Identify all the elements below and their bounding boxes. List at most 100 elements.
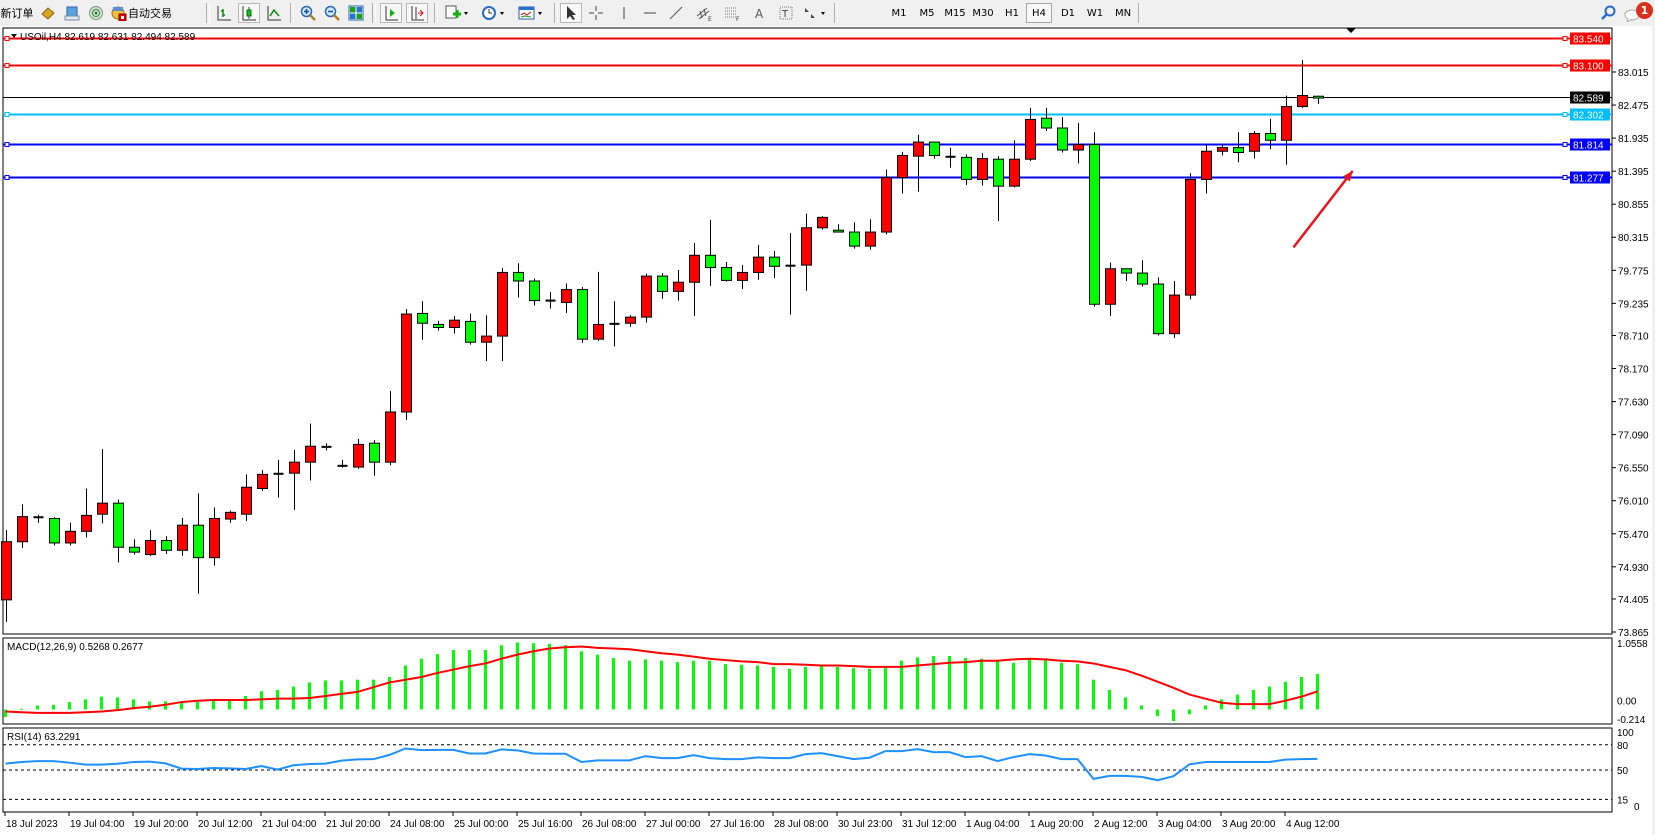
candle[interactable] xyxy=(97,449,108,524)
candle[interactable] xyxy=(785,233,796,315)
indicators-button[interactable] xyxy=(440,3,474,23)
candle[interactable] xyxy=(929,141,940,159)
candle[interactable] xyxy=(1137,260,1148,287)
trendline-button[interactable] xyxy=(666,3,686,23)
timeframe-m1-button[interactable]: M1 xyxy=(891,7,907,19)
candle[interactable] xyxy=(513,263,524,298)
candle[interactable] xyxy=(881,169,892,235)
bar-chart-button[interactable] xyxy=(214,3,234,23)
line-handle[interactable] xyxy=(1562,142,1568,147)
candle[interactable] xyxy=(1201,144,1212,194)
candle[interactable] xyxy=(1217,144,1228,156)
candle[interactable] xyxy=(113,499,124,563)
candle[interactable] xyxy=(897,151,908,194)
candle[interactable] xyxy=(449,315,460,334)
signals-button[interactable] xyxy=(86,3,106,23)
candle[interactable] xyxy=(641,273,652,323)
candle[interactable] xyxy=(1233,132,1244,163)
candle[interactable] xyxy=(705,219,716,286)
fibonacci-button[interactable]: F xyxy=(722,3,744,23)
candle[interactable] xyxy=(1,530,12,622)
chart-menu-triangle-icon[interactable] xyxy=(11,34,17,38)
horizontal-line-button[interactable] xyxy=(640,3,660,23)
candle[interactable] xyxy=(833,224,844,233)
auto-trading-button[interactable]: 自动交易 xyxy=(110,3,182,23)
candle[interactable] xyxy=(721,262,732,282)
candle[interactable] xyxy=(1297,60,1308,108)
candle[interactable] xyxy=(961,154,972,185)
periods-button[interactable] xyxy=(478,3,510,23)
candle[interactable] xyxy=(129,539,140,555)
cursor-button[interactable] xyxy=(560,3,582,23)
text-button[interactable]: A xyxy=(750,3,770,23)
zoom-in-button[interactable] xyxy=(298,3,318,23)
line-handle[interactable] xyxy=(4,175,10,180)
candle[interactable] xyxy=(817,216,828,230)
line-chart-button[interactable] xyxy=(264,3,284,23)
candle[interactable] xyxy=(17,504,28,548)
line-handle[interactable] xyxy=(4,63,10,68)
candle[interactable] xyxy=(225,510,236,523)
candle[interactable] xyxy=(561,283,572,313)
candle[interactable] xyxy=(273,459,284,498)
candle[interactable] xyxy=(529,278,540,306)
candle[interactable] xyxy=(305,423,316,481)
candle[interactable] xyxy=(145,530,156,556)
candle[interactable] xyxy=(289,449,300,510)
candle[interactable] xyxy=(193,493,204,594)
candle[interactable] xyxy=(657,273,668,299)
candle[interactable] xyxy=(1121,268,1132,282)
text-label-button[interactable]: T xyxy=(776,3,796,23)
data-window-button[interactable] xyxy=(62,3,82,23)
macd-pane[interactable]: 1.0558 0.00 -0.214 xyxy=(2,637,1648,726)
timeframe-h1-button[interactable]: H1 xyxy=(1005,7,1019,19)
candle[interactable] xyxy=(1041,107,1052,132)
timeframe-h4-button[interactable]: H4 xyxy=(1026,3,1052,23)
line-handle[interactable] xyxy=(1562,36,1568,41)
crosshair-button[interactable] xyxy=(586,3,606,23)
timeframe-d1-button[interactable]: D1 xyxy=(1060,7,1076,19)
candle[interactable] xyxy=(1153,277,1164,336)
candle[interactable] xyxy=(465,313,476,345)
line-handle[interactable] xyxy=(1562,63,1568,68)
candle[interactable] xyxy=(609,301,620,347)
candle[interactable] xyxy=(945,147,956,168)
arrows-button[interactable] xyxy=(800,3,830,23)
candle[interactable] xyxy=(401,309,412,420)
candle[interactable] xyxy=(849,222,860,249)
timeframe-m5-button[interactable]: M5 xyxy=(919,7,935,19)
candle[interactable] xyxy=(1073,123,1084,164)
candle[interactable] xyxy=(545,292,556,309)
candle[interactable] xyxy=(1249,131,1260,159)
line-handle[interactable] xyxy=(4,112,10,117)
candle[interactable] xyxy=(801,213,812,291)
line-handle[interactable] xyxy=(4,142,10,147)
candle[interactable] xyxy=(481,315,492,362)
candle[interactable] xyxy=(337,459,348,468)
candle[interactable] xyxy=(81,488,92,538)
timeframe-m30-button[interactable]: M30 xyxy=(972,7,994,19)
candle[interactable] xyxy=(1025,107,1036,162)
candle[interactable] xyxy=(1169,281,1180,338)
candle[interactable] xyxy=(769,251,780,278)
candle[interactable] xyxy=(33,514,44,523)
candle[interactable] xyxy=(1009,140,1020,188)
candle[interactable] xyxy=(625,315,636,327)
candle[interactable] xyxy=(737,265,748,289)
candle[interactable] xyxy=(209,507,220,566)
candle[interactable] xyxy=(385,391,396,466)
timeframe-m15-button[interactable]: M15 xyxy=(944,7,966,19)
templates-button[interactable] xyxy=(514,3,548,23)
candle[interactable] xyxy=(241,474,252,521)
vertical-line-button[interactable] xyxy=(614,3,634,23)
candle[interactable] xyxy=(1185,173,1196,300)
zoom-out-button[interactable] xyxy=(322,3,342,23)
candle[interactable] xyxy=(689,243,700,316)
candle[interactable] xyxy=(417,301,428,340)
candle[interactable] xyxy=(577,287,588,343)
candlestick-button[interactable] xyxy=(238,3,260,23)
tile-windows-button[interactable] xyxy=(346,3,366,23)
candle[interactable] xyxy=(1281,95,1292,165)
candle[interactable] xyxy=(1089,132,1100,307)
rsi-pane[interactable]: 100 80 50 15 0 xyxy=(2,727,1640,813)
